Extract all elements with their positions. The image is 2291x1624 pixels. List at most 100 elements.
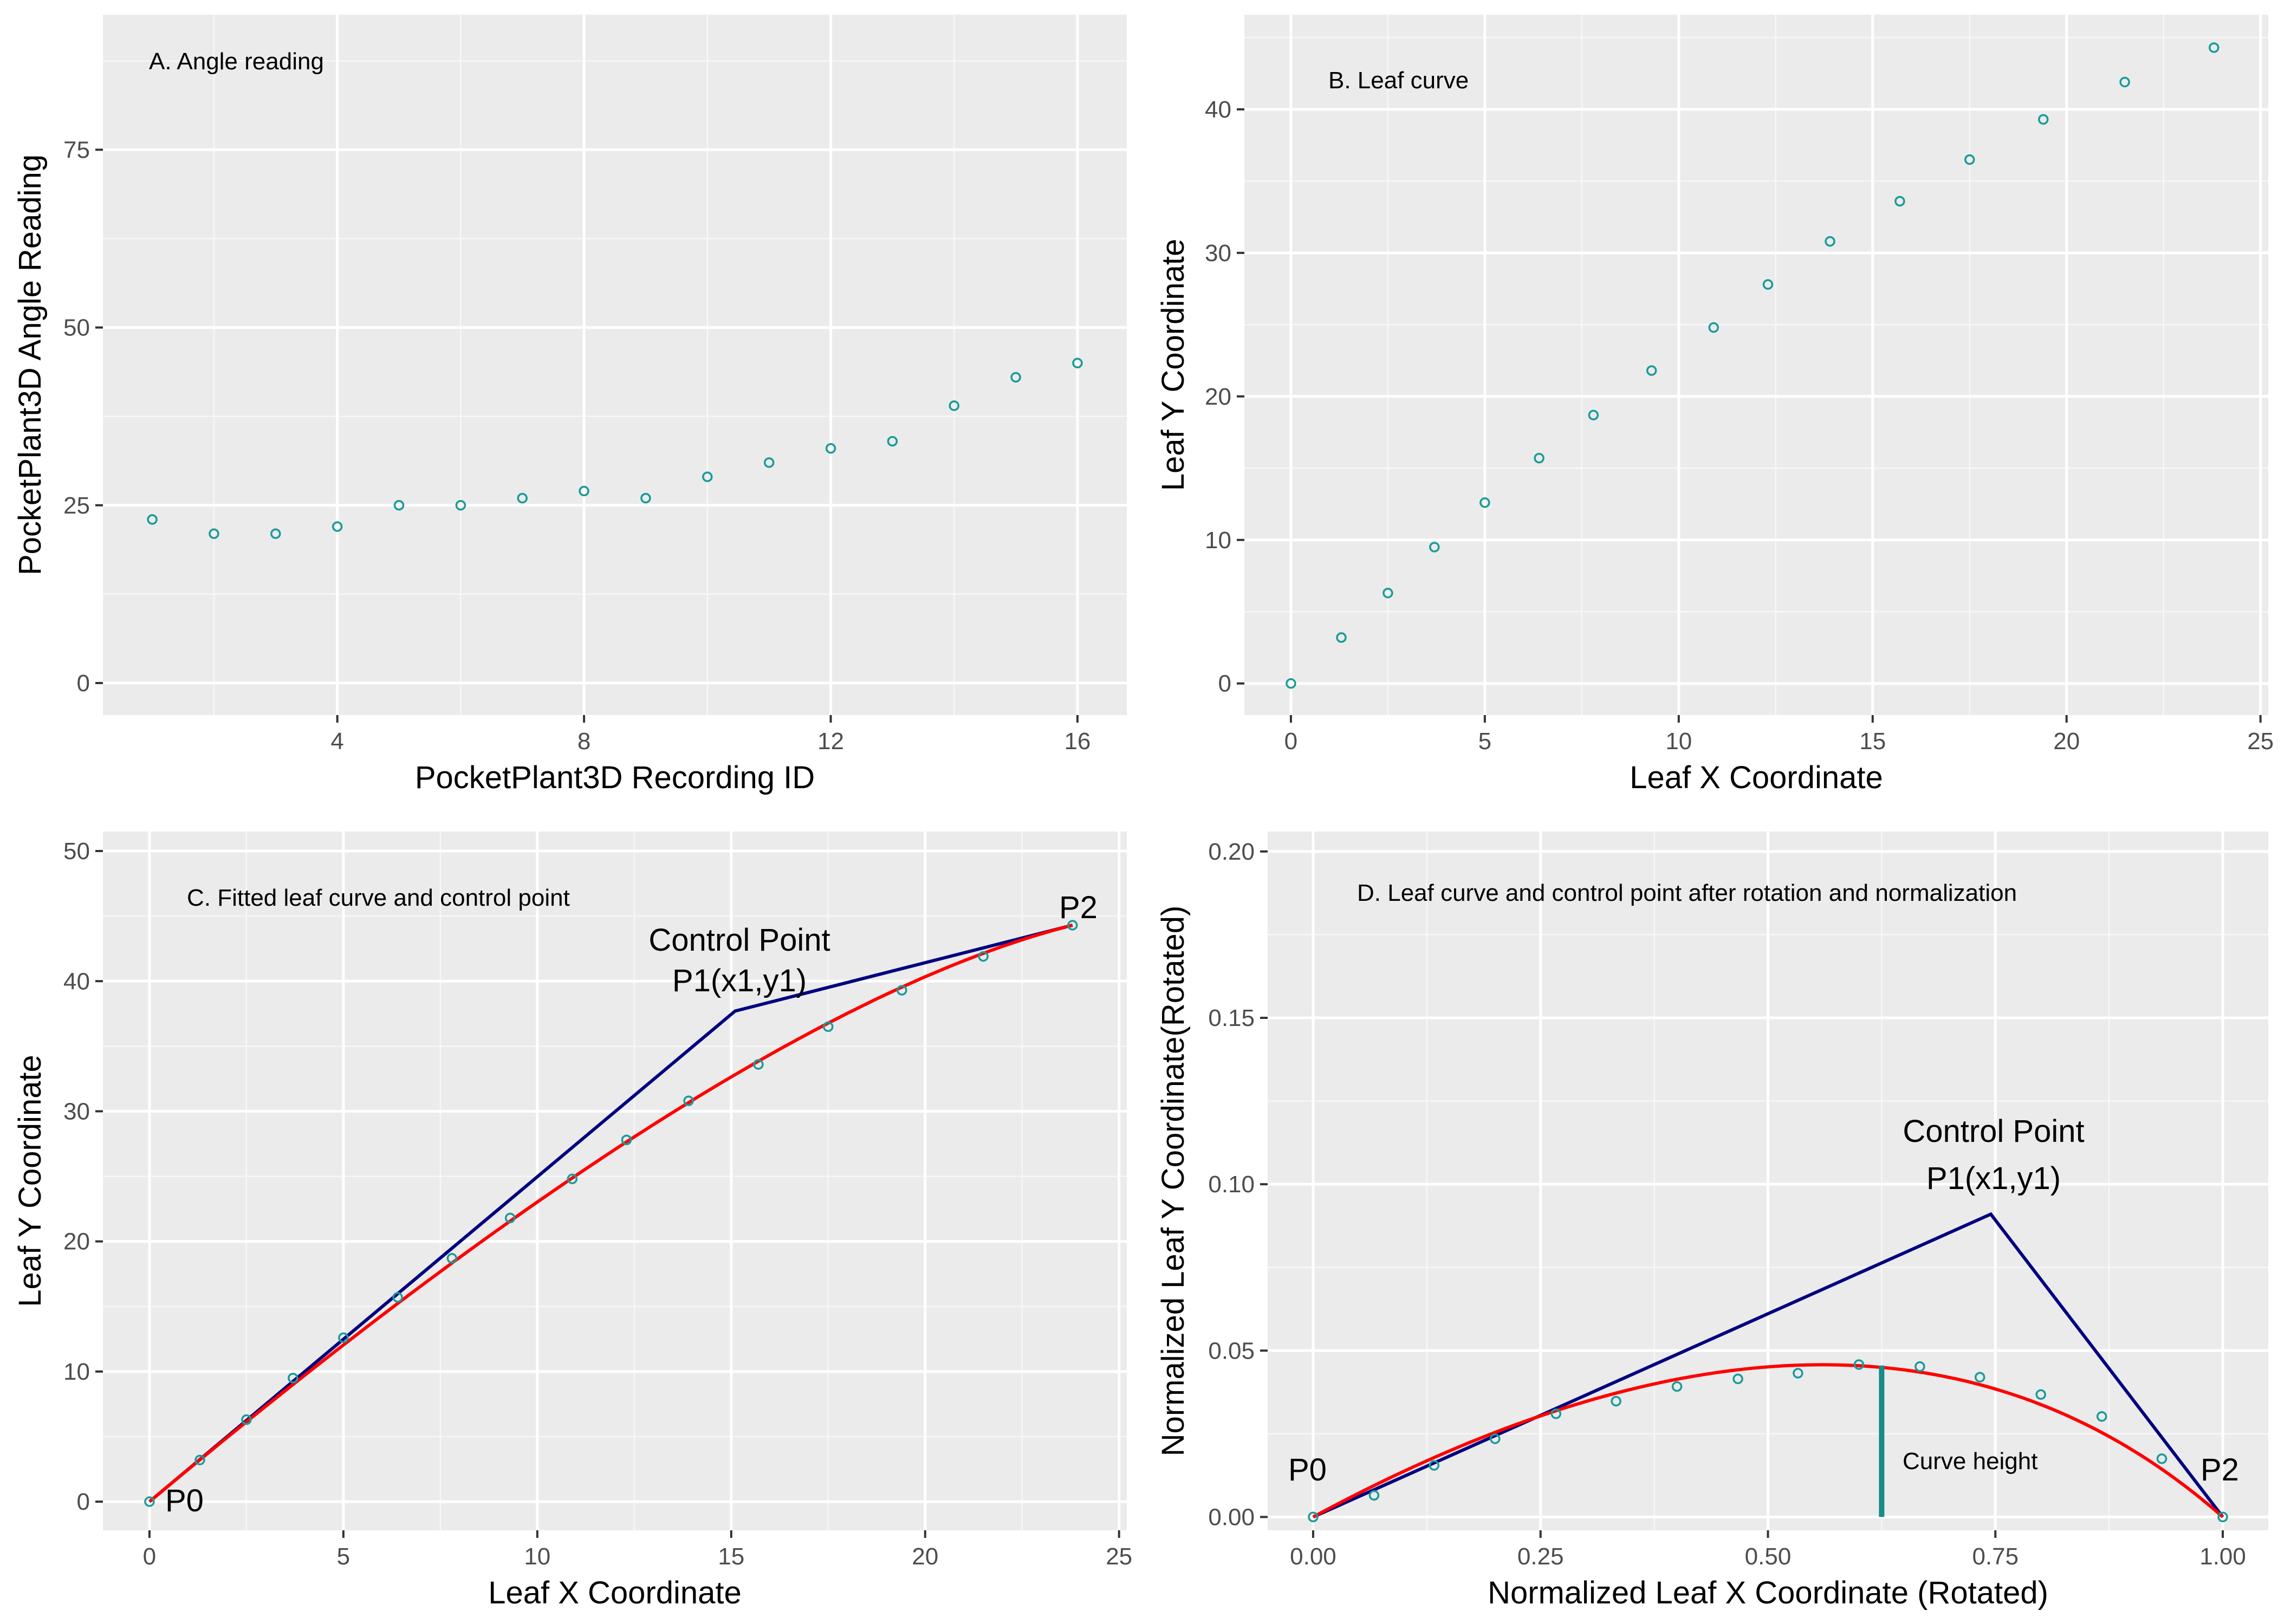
x-tick-label: 0	[1284, 728, 1297, 755]
data-point	[897, 985, 907, 996]
data-point	[887, 436, 898, 447]
data-point	[1914, 1361, 1925, 1372]
data-point	[2038, 114, 2049, 125]
control-point-label: Control Point	[1903, 1114, 2084, 1149]
data-point	[579, 485, 589, 497]
data-point	[1671, 1381, 1683, 1392]
y-tick-label: 75	[63, 137, 90, 163]
data-point	[1072, 358, 1083, 368]
p2-label: P2	[2201, 1452, 2239, 1487]
panel-C: 0 5 10 15 20 25 0 10 20 30 40 50 Leaf X Coordinate Le…	[12, 832, 1132, 1610]
y-tick-label: 0.05	[1208, 1337, 1255, 1364]
data-point	[2209, 42, 2219, 53]
control-point-coords-label: P1(x1,y1)	[672, 963, 807, 998]
x-tick-label: 0.00	[1290, 1543, 1336, 1570]
panel-A-background	[103, 15, 1127, 715]
y-tick-label: 30	[1205, 240, 1231, 267]
x-tick-label: 20	[912, 1543, 938, 1570]
data-point	[1588, 410, 1599, 420]
x-axis-title: PocketPlant3D Recording ID	[415, 760, 815, 795]
x-tick-label: 10	[524, 1543, 550, 1570]
data-point	[823, 1021, 834, 1032]
x-tick-label: 5	[1478, 728, 1491, 755]
data-point	[702, 471, 713, 482]
y-tick-label: 0.15	[1208, 1005, 1255, 1031]
data-point	[763, 457, 775, 468]
data-point	[1550, 1408, 1562, 1419]
data-point	[1611, 1395, 1621, 1407]
data-point	[392, 1292, 403, 1303]
data-point	[1708, 322, 1719, 333]
y-tick-label: 40	[1205, 96, 1231, 123]
p0-label: P0	[1288, 1452, 1327, 1487]
data-point	[1336, 632, 1347, 643]
panel-title: A. Angle reading	[149, 48, 324, 75]
x-tick-label: 12	[817, 728, 844, 755]
data-point	[567, 1173, 577, 1185]
data-point	[517, 492, 528, 504]
panel-B: 0 5 10 15 20 25 0 10 20 30 40 Leaf X Coordinate Leaf…	[1156, 15, 2274, 795]
data-point	[949, 400, 959, 411]
data-point	[683, 1095, 694, 1107]
x-tick-label: 16	[1064, 728, 1091, 755]
data-point	[1479, 497, 1490, 508]
x-tick-label: 0.50	[1745, 1543, 1792, 1570]
panel-title: B. Leaf curve	[1328, 67, 1469, 94]
data-point	[978, 951, 989, 962]
x-tick-label: 0.75	[1972, 1543, 2019, 1570]
data-point	[144, 1496, 155, 1507]
y-axis-title: PocketPlant3D Angle Reading	[12, 154, 48, 575]
panel-A: 4 8 12 16 0 25 50 75 PocketPlant3D Recording ID P…	[12, 15, 1127, 795]
p0-label: P0	[165, 1483, 204, 1518]
data-point	[1010, 372, 1021, 383]
y-tick-label: 20	[63, 1229, 90, 1255]
x-tick-label: 8	[577, 728, 590, 755]
data-point	[209, 528, 219, 540]
data-point	[338, 1332, 349, 1343]
data-point	[1853, 1359, 1865, 1370]
y-tick-label: 50	[63, 315, 90, 341]
panel-B-background	[1244, 15, 2268, 715]
fitted-curve-line	[148, 924, 1073, 1503]
data-point	[147, 514, 158, 525]
control-point-coords-label: P1(x1,y1)	[1926, 1161, 2061, 1196]
data-point	[621, 1134, 632, 1146]
y-tick-label: 10	[63, 1359, 90, 1385]
y-tick-label: 0	[77, 670, 90, 697]
y-tick-label: 40	[63, 968, 90, 995]
data-point	[1286, 678, 1296, 689]
data-point	[1762, 279, 1774, 290]
data-point	[1308, 1511, 1319, 1523]
data-point	[2119, 76, 2130, 88]
x-tick-label: 4	[330, 728, 343, 755]
panel-title: D. Leaf curve and control point after ro…	[1357, 880, 2017, 906]
data-point	[753, 1059, 764, 1070]
panel-title: C. Fitted leaf curve and control point	[187, 885, 570, 911]
x-tick-label: 25	[1106, 1543, 1132, 1570]
x-axis-title: Normalized Leaf X Coordinate (Rotated)	[1488, 1575, 2048, 1610]
data-point	[1825, 236, 1835, 247]
data-point	[1534, 452, 1544, 464]
data-point	[1490, 1433, 1501, 1444]
panel-C-background	[103, 832, 1127, 1530]
x-tick-label: 15	[1859, 728, 1886, 755]
x-tick-label: 20	[2053, 728, 2080, 755]
data-point	[194, 1454, 205, 1466]
y-tick-label: 0	[77, 1489, 90, 1515]
control-point-label: Control Point	[648, 923, 830, 958]
fitted-curve-line	[1312, 1363, 2224, 1519]
data-point	[640, 492, 651, 504]
data-point	[2217, 1511, 2228, 1523]
data-point	[288, 1373, 298, 1383]
x-tick-label: 0.25	[1517, 1543, 1564, 1570]
y-axis-title: Leaf Y Coordinate	[12, 1055, 48, 1307]
data-point	[1383, 588, 1393, 599]
data-point	[825, 443, 836, 454]
data-point	[1067, 920, 1078, 931]
data-point	[1894, 196, 1905, 207]
x-axis-title: Leaf X Coordinate	[488, 1575, 742, 1610]
p2-label: P2	[1059, 890, 1098, 925]
y-tick-label: 30	[63, 1098, 90, 1125]
data-point	[1793, 1368, 1803, 1379]
data-point	[1646, 365, 1657, 376]
